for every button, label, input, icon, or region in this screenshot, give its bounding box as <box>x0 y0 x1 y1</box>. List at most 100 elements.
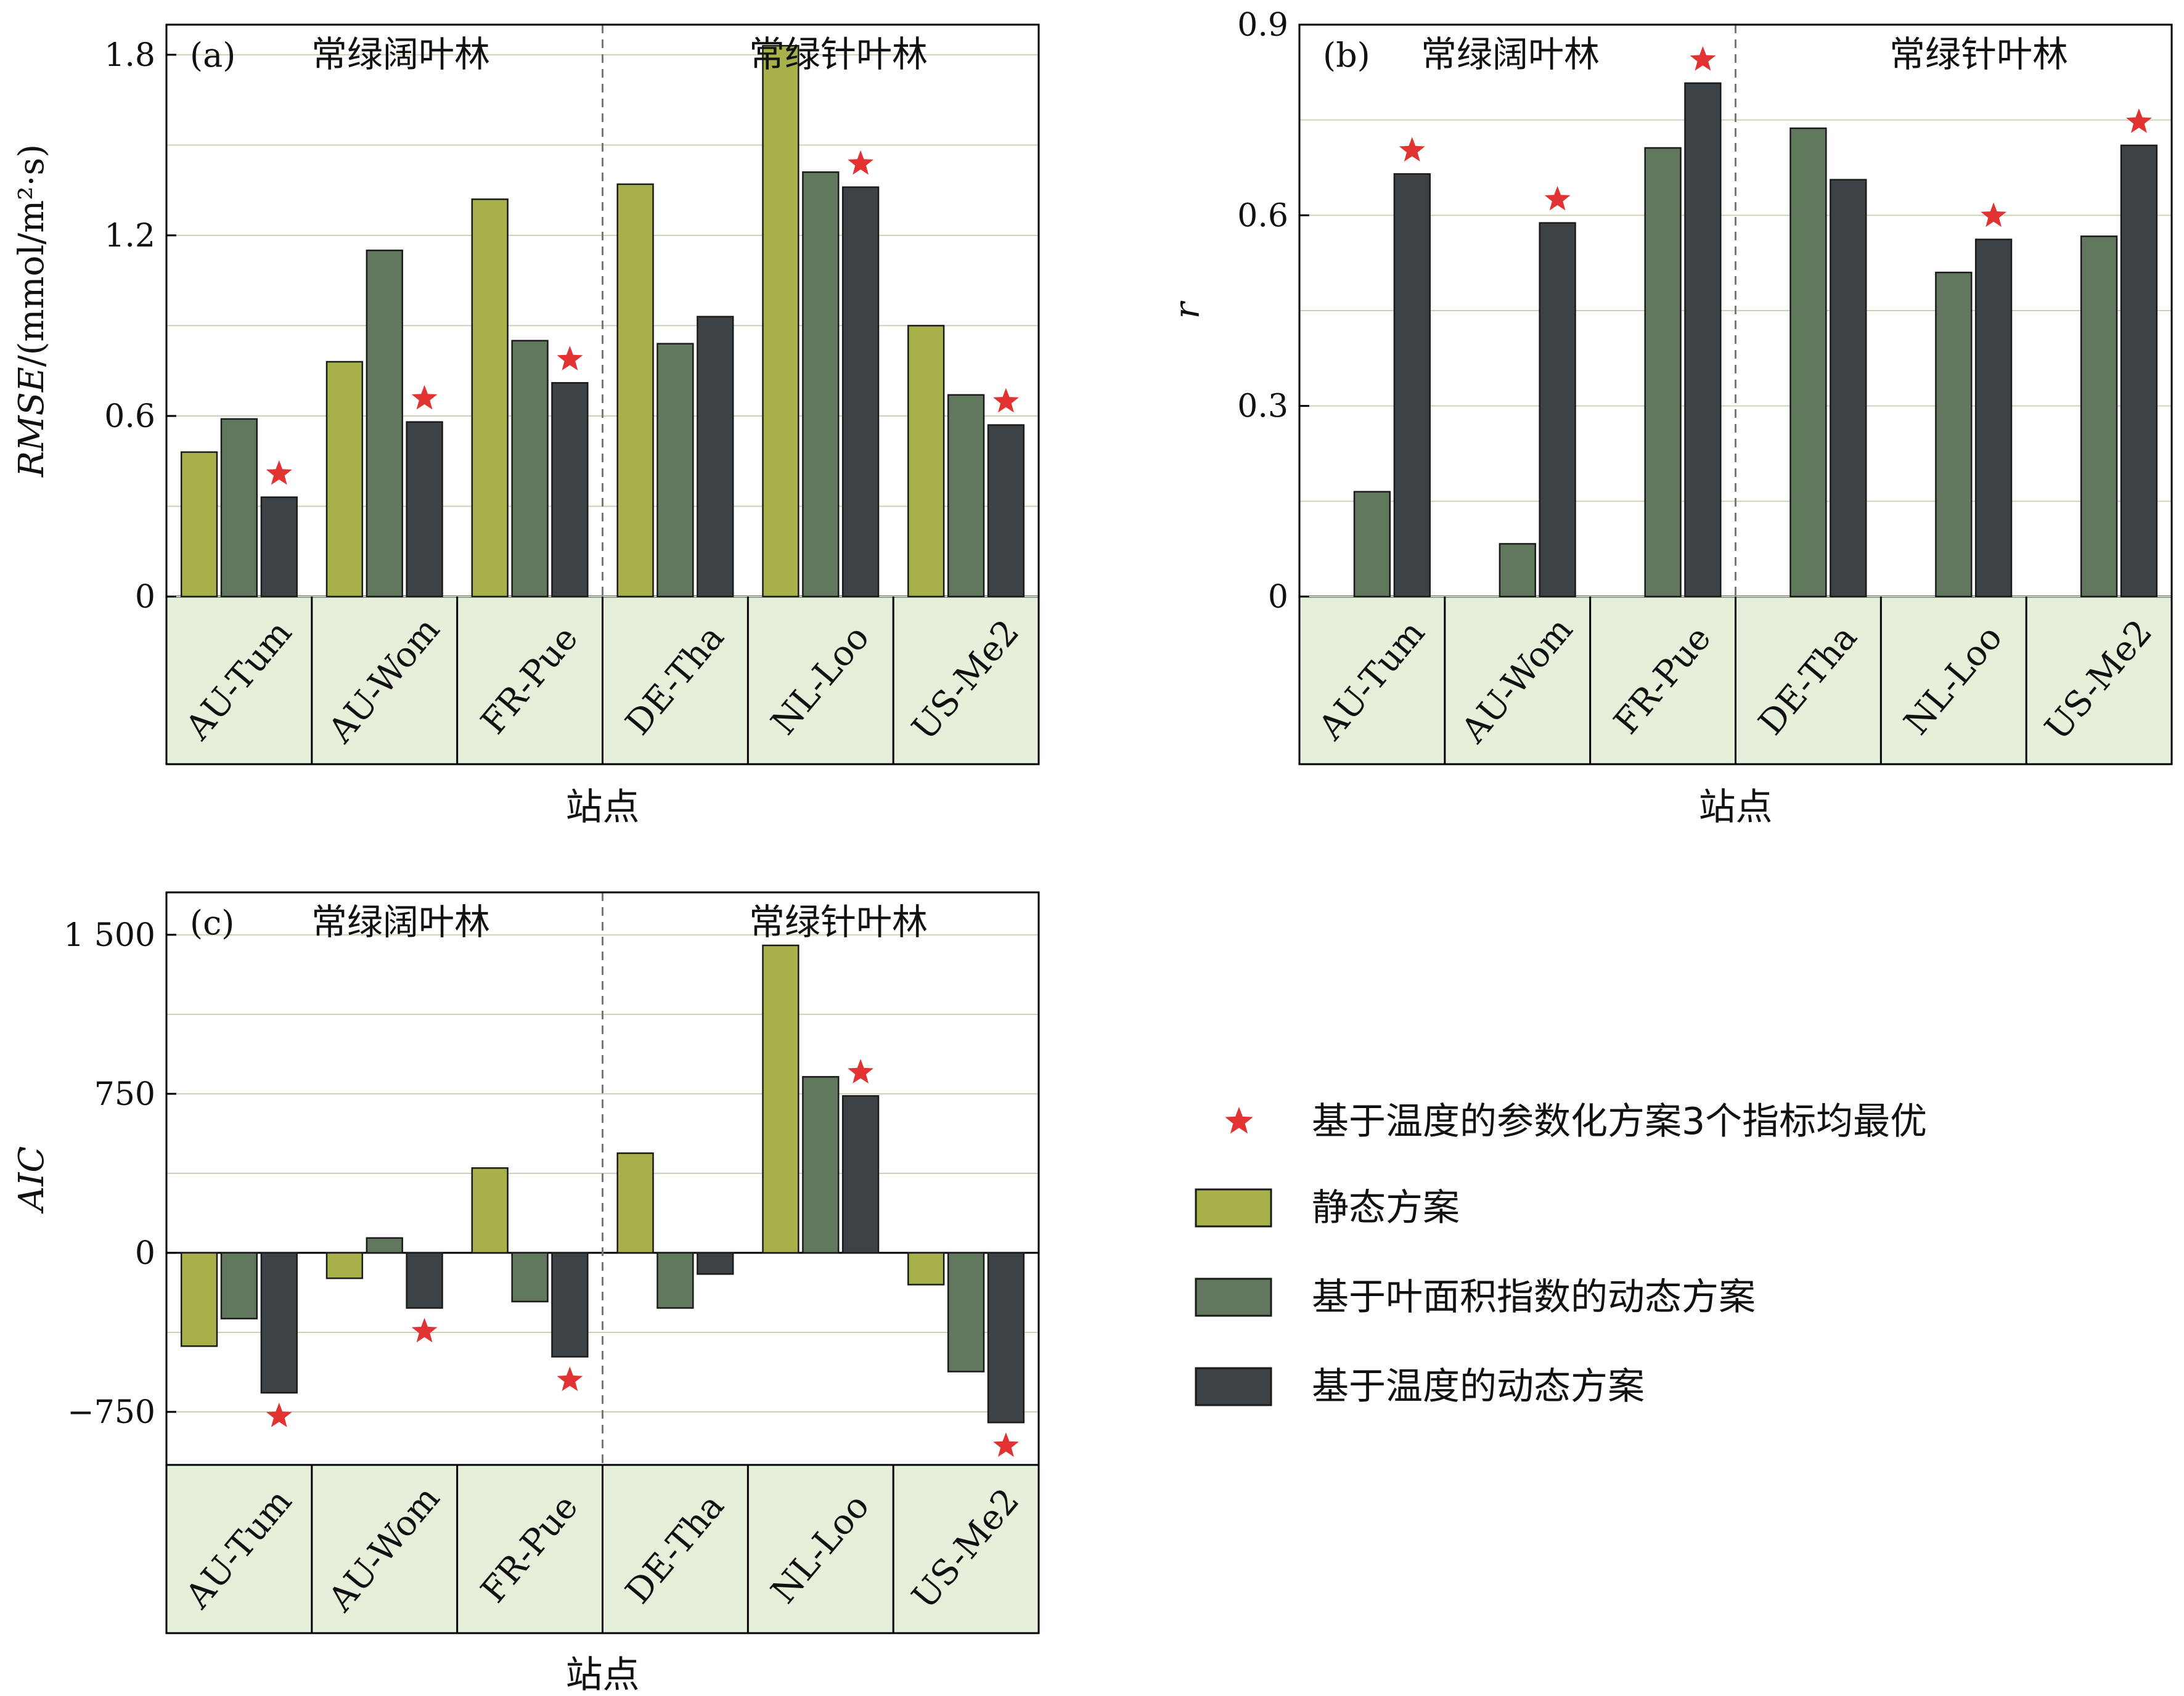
ytick-label: −750 <box>67 1394 155 1431</box>
bar-DE-Tha-s2 <box>697 1252 734 1275</box>
group-title: 常绿针叶林 <box>1889 33 2068 75</box>
legend-label: 静态方案 <box>1312 1186 1460 1229</box>
panel-label: (c) <box>190 903 234 942</box>
ytick-label: 0 <box>1268 579 1288 616</box>
legend-swatch <box>1195 1367 1272 1406</box>
bar-AU-Wom-s2 <box>406 421 443 598</box>
bar-NL-Loo-s1 <box>1935 271 1973 598</box>
ytick-label: 0.6 <box>104 398 155 435</box>
ytick-label: 0.6 <box>1237 197 1288 234</box>
bar-NL-Loo-s1 <box>802 1076 840 1254</box>
bar-AU-Tum-s2 <box>1393 173 1431 598</box>
best-star-icon <box>1399 137 1425 162</box>
bar-US-Me2-s0 <box>907 1252 945 1286</box>
ytick-label: 0 <box>135 579 155 616</box>
bar-AU-Wom-s2 <box>1539 222 1576 598</box>
bar-DE-Tha-s1 <box>1789 127 1827 598</box>
bar-NL-Loo-s2 <box>1974 238 2013 598</box>
bar-US-Me2-s1 <box>2080 235 2118 598</box>
best-star-icon <box>2126 108 2152 133</box>
panel-label: (a) <box>190 36 235 75</box>
legend-star-label: 基于温度的参数化方案3个指标均最优 <box>1312 1100 1927 1143</box>
bar-DE-Tha-s2 <box>1830 179 1867 598</box>
group-title: 常绿针叶林 <box>749 901 928 943</box>
group-title: 常绿阔叶林 <box>311 33 490 75</box>
bar-DE-Tha-s1 <box>656 343 694 598</box>
legend-swatch <box>1195 1278 1272 1317</box>
bar-AU-Tum-s0 <box>180 451 218 598</box>
bar-DE-Tha-s1 <box>656 1252 694 1309</box>
ytick-label: 1 500 <box>63 917 155 954</box>
bar-AU-Tum-s1 <box>220 418 258 598</box>
legend: 基于温度的参数化方案3个指标均最优静态方案基于叶面积指数的动态方案基于温度的动态… <box>1195 1100 1927 1408</box>
y-axis-label: RMSE/(mmol/m²·s) <box>12 144 52 478</box>
bar-FR-Pue-s1 <box>1644 147 1682 598</box>
ytick-label: 0 <box>135 1235 155 1272</box>
ytick-label: 0.3 <box>1237 388 1288 425</box>
bar-NL-Loo-s2 <box>841 1095 880 1254</box>
legend-swatch <box>1195 1188 1272 1228</box>
best-star-icon <box>1690 46 1716 71</box>
legend-star-icon <box>1225 1107 1253 1134</box>
panel-label: (b) <box>1323 36 1370 75</box>
bar-FR-Pue-s1 <box>511 340 549 598</box>
bar-FR-Pue-s0 <box>471 198 509 598</box>
best-star-icon <box>266 460 292 485</box>
bar-US-Me2-s2 <box>987 424 1025 598</box>
x-axis-label: 站点 <box>1699 786 1773 829</box>
ytick-label: 0.9 <box>1237 7 1288 44</box>
y-axis-label: r <box>1168 300 1208 319</box>
best-star-icon <box>848 150 873 175</box>
legend-label: 基于温度的动态方案 <box>1312 1365 1645 1408</box>
bar-AU-Wom-s2 <box>406 1252 443 1309</box>
bar-NL-Loo-s0 <box>762 44 800 598</box>
bar-AU-Wom-s1 <box>1499 543 1536 598</box>
bar-FR-Pue-s1 <box>511 1252 549 1303</box>
bar-AU-Tum-s2 <box>260 1252 298 1394</box>
bar-DE-Tha-s0 <box>616 1152 654 1254</box>
bar-US-Me2-s2 <box>987 1252 1025 1424</box>
bar-US-Me2-s2 <box>2120 144 2158 598</box>
bar-AU-Wom-s1 <box>366 1237 403 1254</box>
best-star-icon <box>993 388 1019 413</box>
best-star-icon <box>266 1403 292 1427</box>
bar-NL-Loo-s0 <box>762 944 800 1254</box>
legend-label: 基于叶面积指数的动态方案 <box>1312 1276 1756 1319</box>
x-axis-label: 站点 <box>566 786 640 829</box>
bar-FR-Pue-s2 <box>551 381 589 598</box>
bar-AU-Wom-s0 <box>325 361 364 598</box>
y-axis-label: AIC <box>12 1146 52 1214</box>
bar-NL-Loo-s1 <box>802 171 840 598</box>
bar-AU-Wom-s0 <box>325 1252 364 1279</box>
group-title: 常绿针叶林 <box>749 33 928 75</box>
best-star-icon <box>557 346 583 370</box>
bar-AU-Tum-s0 <box>180 1252 218 1347</box>
best-star-icon <box>993 1432 1019 1457</box>
group-title: 常绿阔叶林 <box>1421 33 1600 75</box>
bar-FR-Pue-s2 <box>551 1252 589 1358</box>
bar-AU-Wom-s1 <box>366 250 403 598</box>
best-star-icon <box>557 1366 583 1392</box>
best-star-icon <box>411 1318 438 1343</box>
bar-NL-Loo-s2 <box>841 186 880 598</box>
best-star-icon <box>848 1059 873 1084</box>
bar-AU-Tum-s1 <box>1353 491 1391 598</box>
ytick-label: 750 <box>94 1076 155 1113</box>
chart-panel-1: 00.30.60.9AU-Tum AU-Wom FR-Pue DE-Tha NL-Loo… <box>1168 7 2173 765</box>
bar-DE-Tha-s2 <box>697 316 734 598</box>
bar-FR-Pue-s2 <box>1684 82 1722 598</box>
bar-FR-Pue-s0 <box>471 1167 509 1254</box>
ytick-label: 1.8 <box>104 37 155 74</box>
best-star-icon <box>1981 202 2006 227</box>
bar-US-Me2-s1 <box>947 394 985 598</box>
chart-panel-0: 00.61.21.8AU-Tum AU-Wom FR-Pue DE-Tha NL-Loo… <box>12 23 1040 829</box>
best-star-icon <box>1544 186 1571 211</box>
group-title: 常绿阔叶林 <box>311 901 490 943</box>
bar-AU-Tum-s1 <box>220 1252 258 1319</box>
bar-US-Me2-s1 <box>947 1252 985 1372</box>
bar-AU-Tum-s2 <box>260 496 298 598</box>
ytick-label: 1.2 <box>104 218 155 255</box>
bar-DE-Tha-s0 <box>616 183 654 598</box>
